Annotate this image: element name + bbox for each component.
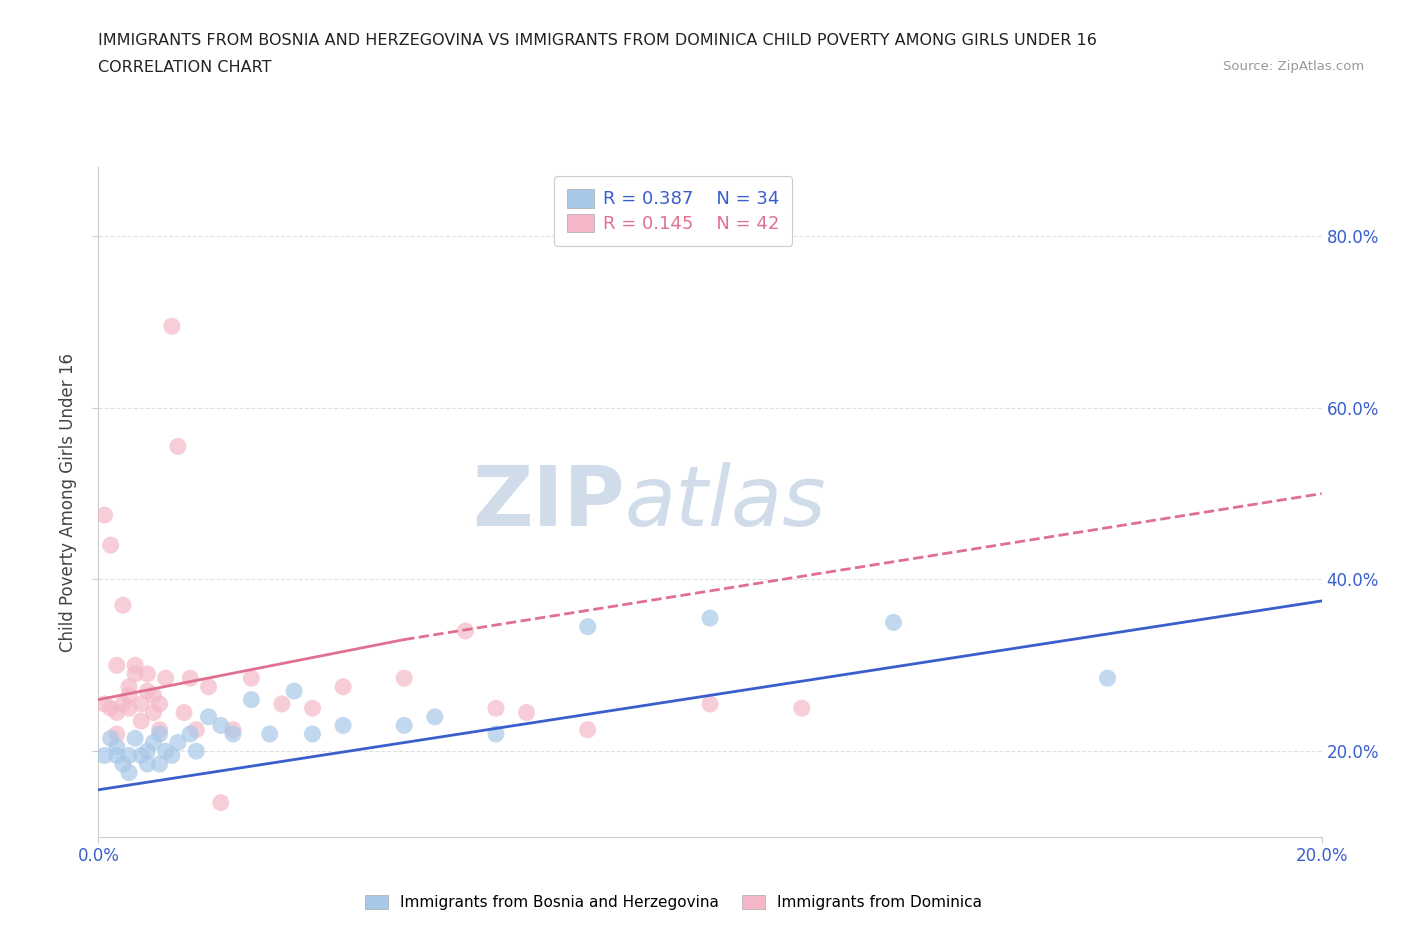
Point bbox=[142, 688, 165, 703]
Point bbox=[136, 744, 159, 759]
Point bbox=[485, 726, 508, 741]
Point bbox=[124, 667, 146, 682]
Point bbox=[93, 508, 115, 523]
Point bbox=[149, 757, 172, 772]
Point bbox=[259, 726, 281, 741]
Point bbox=[111, 757, 134, 772]
Point bbox=[197, 679, 219, 694]
Point bbox=[142, 735, 165, 750]
Point bbox=[576, 723, 599, 737]
Point bbox=[222, 726, 245, 741]
Text: IMMIGRANTS FROM BOSNIA AND HERZEGOVINA VS IMMIGRANTS FROM DOMINICA CHILD POVERTY: IMMIGRANTS FROM BOSNIA AND HERZEGOVINA V… bbox=[98, 33, 1097, 47]
Point bbox=[124, 658, 146, 672]
Legend: Immigrants from Bosnia and Herzegovina, Immigrants from Dominica: Immigrants from Bosnia and Herzegovina, … bbox=[359, 889, 988, 916]
Point bbox=[124, 731, 146, 746]
Point bbox=[454, 623, 477, 638]
Point bbox=[155, 744, 177, 759]
Point bbox=[392, 718, 416, 733]
Point bbox=[173, 705, 195, 720]
Point bbox=[1097, 671, 1119, 685]
Point bbox=[93, 697, 115, 711]
Point bbox=[100, 538, 122, 552]
Point bbox=[129, 697, 152, 711]
Point bbox=[118, 688, 141, 703]
Text: CORRELATION CHART: CORRELATION CHART bbox=[98, 60, 271, 75]
Point bbox=[142, 705, 165, 720]
Point bbox=[129, 748, 152, 763]
Point bbox=[105, 739, 128, 754]
Point bbox=[283, 684, 305, 698]
Point bbox=[149, 726, 172, 741]
Point bbox=[883, 615, 905, 630]
Point bbox=[111, 598, 134, 613]
Point bbox=[160, 748, 183, 763]
Point bbox=[136, 757, 159, 772]
Point bbox=[118, 701, 141, 716]
Point bbox=[93, 748, 115, 763]
Point bbox=[423, 710, 446, 724]
Point bbox=[136, 667, 159, 682]
Point bbox=[516, 705, 538, 720]
Point bbox=[179, 671, 201, 685]
Point bbox=[136, 684, 159, 698]
Point bbox=[485, 701, 508, 716]
Point bbox=[155, 671, 177, 685]
Point bbox=[240, 671, 263, 685]
Point bbox=[118, 765, 141, 780]
Point bbox=[111, 697, 134, 711]
Point bbox=[209, 718, 232, 733]
Text: atlas: atlas bbox=[624, 461, 827, 543]
Point bbox=[301, 726, 323, 741]
Point bbox=[699, 697, 721, 711]
Point bbox=[222, 723, 245, 737]
Point bbox=[301, 701, 323, 716]
Point bbox=[118, 679, 141, 694]
Y-axis label: Child Poverty Among Girls Under 16: Child Poverty Among Girls Under 16 bbox=[59, 352, 77, 652]
Point bbox=[105, 705, 128, 720]
Point bbox=[186, 723, 208, 737]
Text: Source: ZipAtlas.com: Source: ZipAtlas.com bbox=[1223, 60, 1364, 73]
Point bbox=[167, 735, 190, 750]
Point bbox=[167, 439, 190, 454]
Point bbox=[186, 744, 208, 759]
Point bbox=[149, 697, 172, 711]
Point bbox=[699, 611, 721, 626]
Point bbox=[576, 619, 599, 634]
Point bbox=[209, 795, 232, 810]
Point bbox=[105, 748, 128, 763]
Point bbox=[118, 748, 141, 763]
Point bbox=[105, 658, 128, 672]
Point bbox=[270, 697, 292, 711]
Point bbox=[332, 679, 354, 694]
Point bbox=[332, 718, 354, 733]
Point bbox=[197, 710, 219, 724]
Point bbox=[179, 726, 201, 741]
Text: ZIP: ZIP bbox=[472, 461, 624, 543]
Point bbox=[100, 701, 122, 716]
Point bbox=[392, 671, 416, 685]
Point bbox=[160, 319, 183, 334]
Point bbox=[105, 726, 128, 741]
Point bbox=[129, 713, 152, 728]
Point bbox=[240, 692, 263, 707]
Point bbox=[100, 731, 122, 746]
Point bbox=[149, 723, 172, 737]
Point bbox=[790, 701, 813, 716]
